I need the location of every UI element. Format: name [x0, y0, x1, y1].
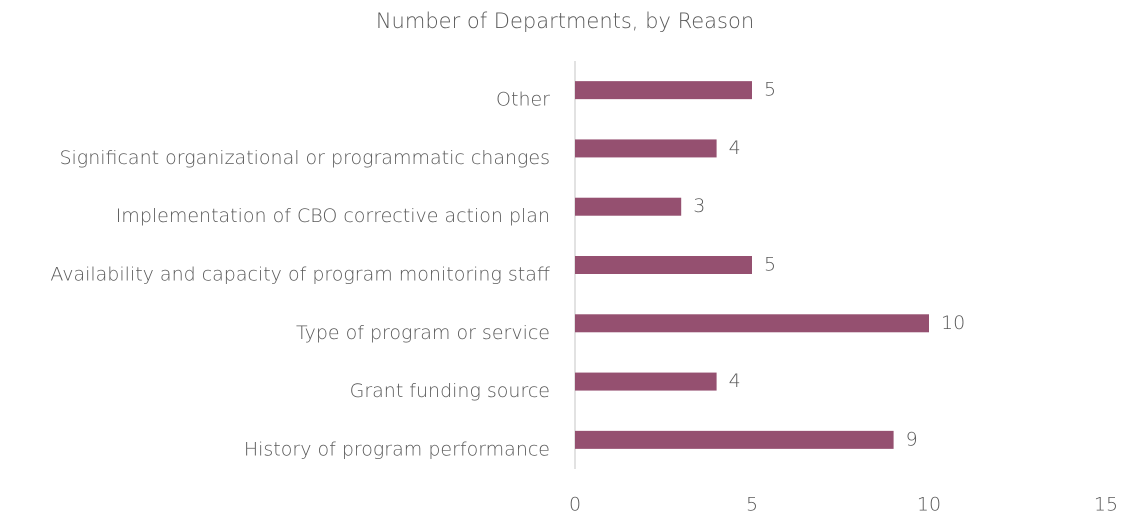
- y-tick-label: Other: [496, 89, 550, 111]
- x-tick-label: 15: [1094, 494, 1118, 516]
- bar: [575, 81, 752, 100]
- y-tick-label: Implementation of CBO corrective action …: [116, 205, 550, 227]
- bar: [575, 430, 894, 449]
- bar: [575, 256, 752, 274]
- y-tick-label: Grant funding source: [350, 380, 550, 402]
- data-label: 3: [693, 195, 705, 217]
- y-tick-label: Type of program or service: [296, 322, 550, 344]
- data-label: 5: [764, 79, 776, 101]
- data-label: 4: [729, 137, 741, 159]
- bar: [575, 139, 717, 158]
- data-label: 5: [764, 254, 776, 276]
- data-label: 10: [941, 312, 965, 334]
- x-tick-label: 0: [569, 494, 581, 516]
- bar: [575, 372, 717, 391]
- data-label: 4: [729, 370, 741, 392]
- x-tick-label: 10: [917, 494, 941, 516]
- data-label: 9: [906, 428, 918, 450]
- bar: [575, 197, 682, 216]
- y-tick-label: Significant organizational or programmat…: [59, 147, 550, 169]
- x-tick-label: 5: [746, 494, 758, 516]
- bar: [575, 314, 929, 333]
- y-tick-label: History of program performance: [244, 438, 550, 460]
- chart-title: Number of Departments, by Reason: [376, 9, 754, 33]
- y-tick-label: Availability and capacity of program mon…: [50, 264, 550, 286]
